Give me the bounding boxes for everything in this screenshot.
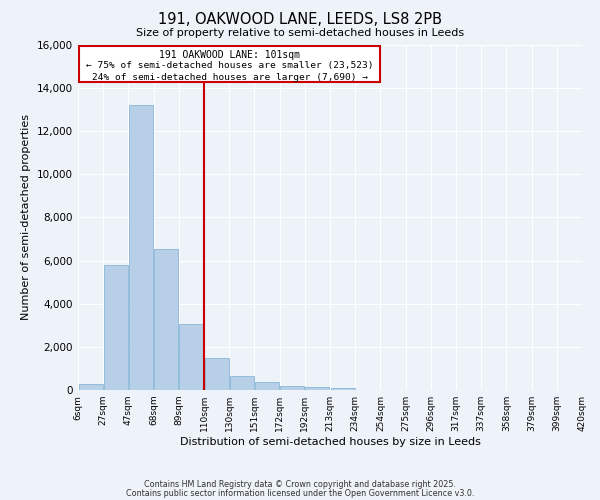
Text: 191, OAKWOOD LANE, LEEDS, LS8 2PB: 191, OAKWOOD LANE, LEEDS, LS8 2PB: [158, 12, 442, 28]
Text: Contains HM Land Registry data © Crown copyright and database right 2025.: Contains HM Land Registry data © Crown c…: [144, 480, 456, 489]
Bar: [154, 249, 178, 390]
Text: Size of property relative to semi-detached houses in Leeds: Size of property relative to semi-detach…: [136, 28, 464, 38]
Text: Contains public sector information licensed under the Open Government Licence v3: Contains public sector information licen…: [126, 488, 474, 498]
Text: 191 OAKWOOD LANE: 101sqm: 191 OAKWOOD LANE: 101sqm: [160, 50, 301, 60]
Bar: [280, 386, 304, 390]
Y-axis label: Number of semi-detached properties: Number of semi-detached properties: [22, 114, 31, 320]
Text: ← 75% of semi-detached houses are smaller (23,523): ← 75% of semi-detached houses are smalle…: [86, 61, 374, 70]
X-axis label: Distribution of semi-detached houses by size in Leeds: Distribution of semi-detached houses by …: [179, 437, 481, 447]
Text: 24% of semi-detached houses are larger (7,690) →: 24% of semi-detached houses are larger (…: [92, 73, 368, 82]
FancyBboxPatch shape: [79, 46, 380, 82]
Bar: [331, 388, 355, 390]
Bar: [179, 324, 203, 390]
Bar: [104, 265, 128, 390]
Bar: [255, 382, 279, 390]
Bar: [129, 106, 153, 390]
Bar: [205, 358, 229, 390]
Bar: [79, 384, 103, 390]
Bar: [305, 387, 329, 390]
Bar: [230, 376, 254, 390]
